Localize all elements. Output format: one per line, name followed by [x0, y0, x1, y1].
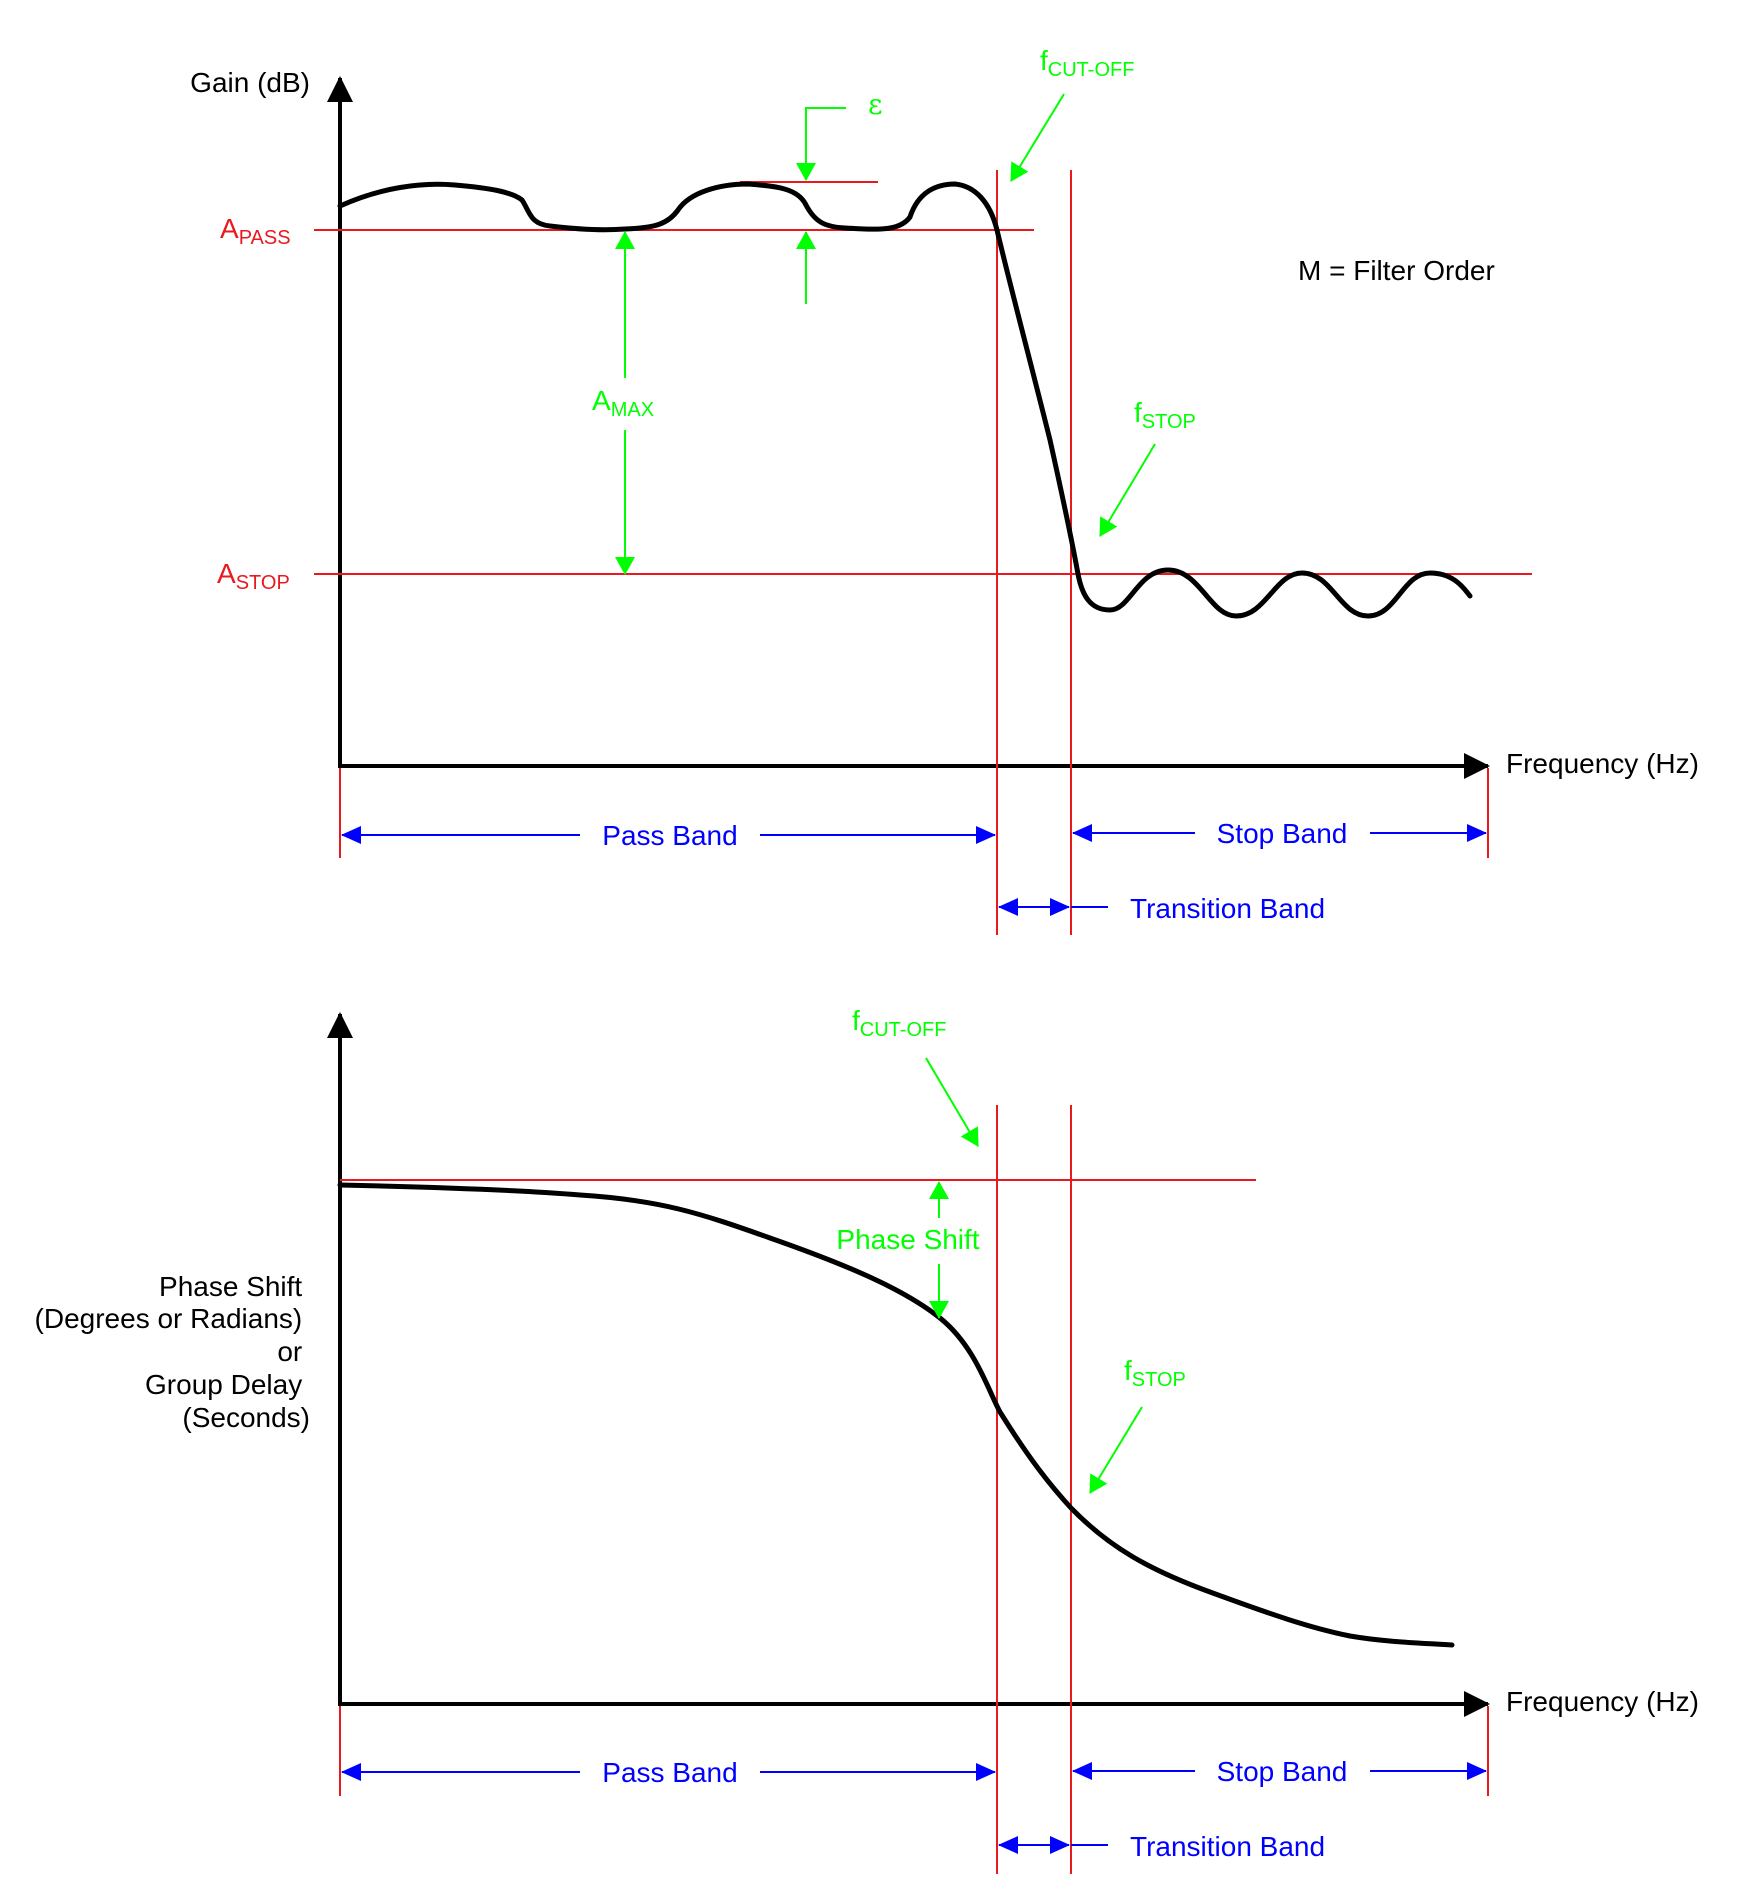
phase-f-cutoff-label: fCUT-OFF [852, 1005, 946, 1041]
a-stop-label: ASTOP [217, 558, 290, 594]
phase-transition-band-label: Transition Band [1130, 1831, 1325, 1862]
phase-stop-band-label: Stop Band [1217, 1756, 1348, 1787]
phase-response-curve [337, 1182, 1455, 1648]
phase-pass-band-label: Pass Band [602, 1757, 737, 1788]
phase-shift-label: Phase Shift [836, 1224, 979, 1255]
f-cutoff-label: fCUT-OFF [1040, 45, 1134, 81]
f-stop-arrow [1099, 443, 1156, 537]
phase-axis-label-line-1: Phase Shift [159, 1271, 302, 1302]
filter-order-note: M = Filter Order [1298, 255, 1495, 286]
gain-axis-label: Gain (dB) [190, 67, 310, 98]
gain-panel: Gain (dB) Frequency (Hz) APASS ASTOP ε A… [190, 45, 1699, 935]
phase-axis-label-line-5: (Seconds) [182, 1402, 310, 1433]
transition-band-label: Transition Band [1130, 893, 1325, 924]
magnitude-response-curve [337, 181, 1473, 619]
stop-band-label: Stop Band [1217, 818, 1348, 849]
phase-axis-label-line-2: (Degrees or Radians) [35, 1303, 303, 1334]
gain-frequency-axis-label: Frequency (Hz) [1506, 748, 1699, 779]
epsilon-label: ε [868, 88, 883, 121]
f-stop-label: fSTOP [1134, 397, 1196, 433]
pass-band-label: Pass Band [602, 820, 737, 851]
phase-axis-label-line-3: or [277, 1336, 302, 1367]
phase-axis-label: Phase Shift (Degrees or Radians) or Grou… [35, 1271, 310, 1433]
phase-axis-label-line-4: Group Delay [145, 1369, 302, 1400]
a-max-label: AMAX [592, 385, 654, 421]
phase-frequency-axis-label: Frequency (Hz) [1506, 1686, 1699, 1717]
phase-f-stop-arrow [1089, 1406, 1143, 1494]
a-pass-label: APASS [220, 213, 291, 249]
f-cutoff-arrow [1010, 93, 1065, 182]
phase-panel: Phase Shift (Degrees or Radians) or Grou… [35, 1005, 1699, 1874]
phase-f-stop-label: fSTOP [1124, 1355, 1186, 1391]
epsilon-arrow-top [796, 107, 846, 181]
phase-f-cutoff-arrow [925, 1057, 979, 1147]
